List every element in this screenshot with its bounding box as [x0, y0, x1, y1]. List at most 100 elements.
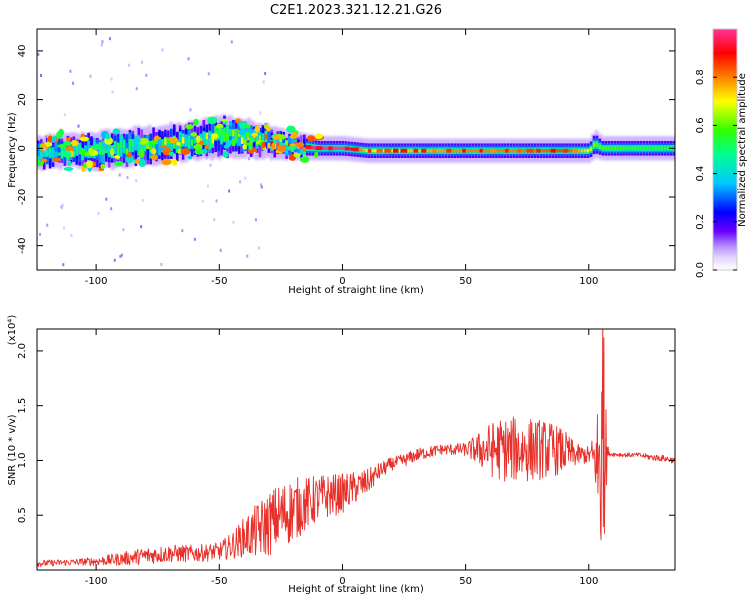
peak-cell: [305, 145, 312, 150]
colorbar-ticks: 0.0 0.2 0.4 0.6 0.8: [695, 69, 737, 278]
noise-blob: [65, 137, 72, 142]
speckle: [228, 189, 231, 193]
band-cell: [232, 129, 235, 137]
noise-blob: [222, 132, 229, 141]
band-cell: [238, 130, 241, 145]
peak-cell: [490, 148, 496, 153]
peak-cell: [376, 148, 383, 153]
peak-cell: [432, 148, 437, 153]
band-cell: [350, 147, 353, 151]
speckle: [70, 233, 73, 237]
band-cell: [137, 137, 141, 151]
noise-blob: [204, 144, 210, 149]
band-cell: [371, 149, 374, 153]
noise-blob: [70, 139, 79, 147]
noise-blob: [300, 156, 310, 163]
spectrogram-panel: -100 -50 0 50 100 -40 -20 0 20 40 Height of strai…: [7, 28, 676, 296]
noise-blob: [231, 138, 237, 147]
band-cell: [285, 144, 288, 154]
band-cell: [51, 151, 55, 163]
noise-blob: [88, 147, 94, 155]
x-tick-label: 100: [579, 276, 598, 287]
speckle: [209, 163, 212, 167]
speckle: [161, 48, 164, 52]
band-cell: [187, 137, 191, 145]
noise-blob: [244, 142, 253, 146]
peak-cell: [400, 148, 408, 153]
band-cell: [131, 140, 135, 147]
noise-blob: [63, 167, 74, 171]
noise-blob: [245, 124, 251, 129]
y-tick-label: -40: [17, 237, 28, 253]
speckle: [239, 180, 242, 184]
band-cell: [229, 129, 232, 137]
peak-cell: [367, 148, 372, 153]
snr-frame: [36, 328, 676, 571]
band-cell: [167, 137, 170, 144]
speckle: [62, 226, 65, 230]
noise-blob: [44, 149, 50, 158]
x-tick-label: -50: [211, 576, 227, 587]
band-cell: [634, 146, 637, 150]
band-cell: [441, 149, 445, 153]
band-cell: [226, 125, 229, 141]
speckle: [63, 113, 66, 117]
band-cell: [240, 137, 244, 144]
band-cell: [87, 140, 90, 154]
noise-blob: [251, 132, 259, 137]
noise-blob: [67, 160, 72, 167]
noise-blob: [47, 135, 54, 143]
band-cell: [84, 146, 87, 153]
speckle: [206, 184, 209, 188]
speckle: [184, 156, 187, 160]
band-cell: [99, 146, 102, 154]
band-cell: [456, 149, 460, 153]
band-cell: [107, 150, 111, 158]
band-cell: [524, 149, 528, 153]
band-cell: [235, 133, 238, 140]
x-tick-label: 0: [339, 576, 345, 587]
band-cell: [495, 149, 498, 153]
band-cell: [542, 149, 546, 153]
figure-title: C2E1.2023.321.12.21.G26: [270, 3, 442, 18]
band-cell: [125, 148, 129, 155]
noise-blob: [79, 136, 90, 142]
noise-blob: [125, 155, 134, 164]
band-cell: [642, 146, 646, 150]
band-cell: [288, 136, 291, 146]
band-cell: [122, 146, 126, 154]
noise-blob: [196, 135, 201, 143]
speckle: [69, 69, 72, 73]
band-cell: [631, 146, 634, 150]
noise-blob: [207, 116, 218, 125]
noise-blob: [307, 135, 316, 142]
speckle: [39, 232, 42, 236]
speckle: [259, 111, 262, 115]
band-cell: [267, 143, 271, 149]
band-cell: [382, 149, 386, 153]
band-cell: [439, 149, 442, 153]
peak-cell: [504, 148, 509, 153]
noise-blob: [286, 125, 296, 133]
speckle: [145, 73, 148, 77]
band-cell: [521, 149, 525, 153]
band-cell: [42, 152, 46, 158]
band-cell: [285, 140, 288, 145]
band-cell: [341, 146, 345, 150]
speckle: [119, 254, 122, 258]
peak-cell: [479, 148, 483, 153]
band-cell: [102, 140, 105, 154]
band-cell: [430, 149, 433, 153]
band-cell: [243, 130, 247, 145]
band-cell: [161, 141, 164, 148]
band-cell: [515, 149, 519, 153]
band-cell: [75, 144, 79, 156]
band-cell: [409, 149, 413, 153]
band-cell: [501, 149, 504, 153]
noise-blob: [58, 128, 64, 137]
band-cell: [276, 142, 280, 148]
y-tick-label: 2.0: [17, 343, 28, 359]
speckle: [97, 211, 100, 215]
band-cell: [359, 148, 362, 152]
noise-blob: [98, 168, 105, 172]
